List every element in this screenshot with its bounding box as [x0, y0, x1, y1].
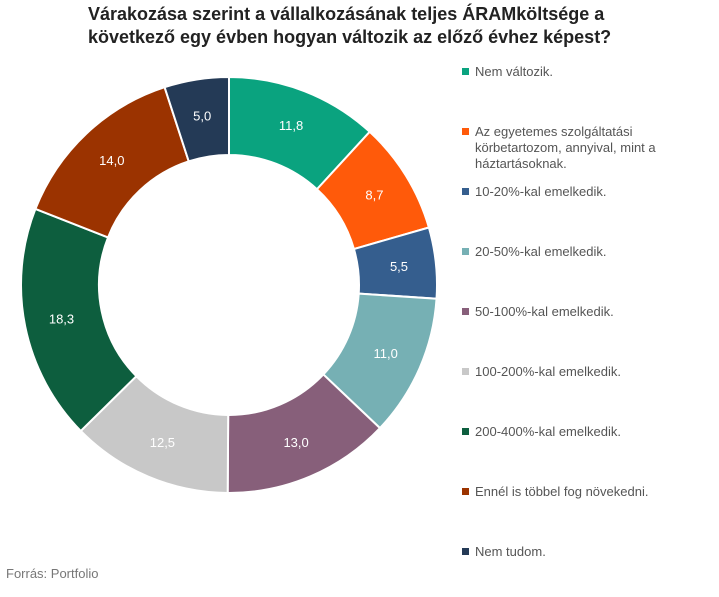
donut-slice-9	[163, 75, 230, 163]
source-note: Forrás: Portfolio	[6, 566, 99, 581]
legend-marker	[462, 308, 469, 315]
legend-marker	[462, 428, 469, 435]
legend-item-7: 200-400%-kal emelkedik.	[462, 424, 707, 440]
legend-marker	[462, 68, 469, 75]
slice-value-label-7: 18,3	[49, 312, 74, 327]
slice-value-label-1: 11,8	[279, 118, 303, 133]
legend-label: 50-100%-kal emelkedik.	[475, 304, 614, 319]
slice-value-label-4: 11,0	[374, 346, 398, 361]
legend-label: Ennél is többel fog növekedni.	[475, 484, 649, 499]
donut-value-labels: 11,8 8,7 5,5 11,0 13,0 12,5 18,3 14,0 5,0	[49, 109, 408, 450]
slice-value-label-5: 13,0	[283, 435, 308, 450]
legend-item-8: Ennél is többel fog növekedni.	[462, 484, 707, 500]
legend-marker	[462, 188, 469, 195]
legend-marker	[462, 248, 469, 255]
legend-label: 200-400%-kal emelkedik.	[475, 424, 621, 439]
legend-label: 100-200%-kal emelkedik.	[475, 364, 621, 379]
legend-item-5: 50-100%-kal emelkedik.	[462, 304, 707, 320]
legend-label: Nem tudom.	[475, 544, 546, 559]
legend-item-9: Nem tudom.	[462, 544, 707, 560]
legend-item-6: 100-200%-kal emelkedik.	[462, 364, 707, 380]
slice-value-label-2: 8,7	[365, 188, 383, 203]
donut-slices	[20, 75, 438, 495]
legend-item-1: Nem változik.	[462, 64, 707, 80]
legend-marker	[462, 128, 469, 135]
legend-item-2: Az egyetemes szolgáltatási körbetartozom…	[462, 124, 707, 172]
slice-value-label-8: 14,0	[99, 153, 124, 168]
slice-value-label-9: 5,0	[193, 109, 211, 124]
legend-label: 20-50%-kal emelkedik.	[475, 244, 607, 259]
legend-label: 10-20%-kal emelkedik.	[475, 184, 607, 199]
slice-value-label-3: 5,5	[390, 259, 408, 274]
legend-item-4: 20-50%-kal emelkedik.	[462, 244, 707, 260]
legend: Nem változik. Az egyetemes szolgáltatási …	[462, 0, 712, 597]
legend-marker	[462, 488, 469, 495]
legend-label: Nem változik.	[475, 64, 554, 79]
legend-marker	[462, 368, 469, 375]
legend-marker	[462, 548, 469, 555]
chart-title: Várakozása szerint a vállalkozásának tel…	[88, 4, 612, 47]
legend-label: Az egyetemes szolgáltatási körbetartozom…	[475, 124, 656, 171]
legend-item-3: 10-20%-kal emelkedik.	[462, 184, 707, 200]
slice-value-label-6: 12,5	[150, 435, 175, 450]
donut-chart: 11,8 8,7 5,5 11,0 13,0 12,5 18,3 14,0 5,0	[20, 75, 438, 495]
